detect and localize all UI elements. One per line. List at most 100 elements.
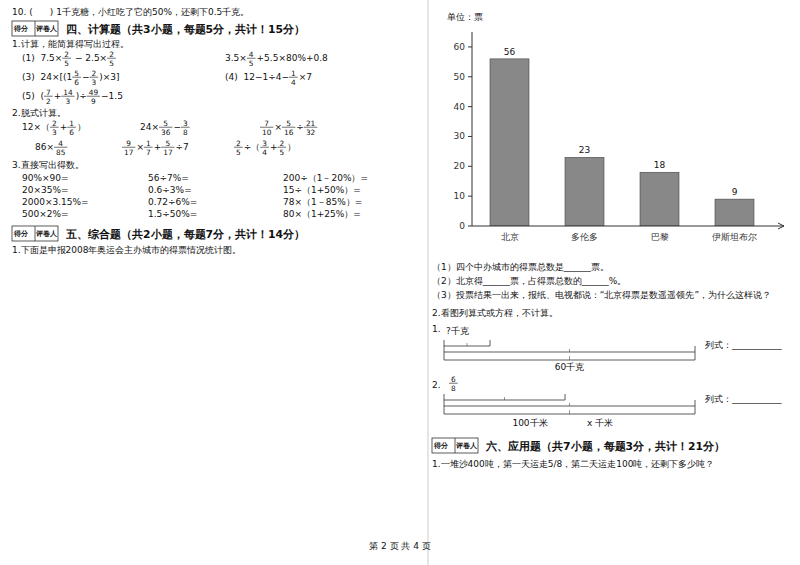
small-bracket [467,343,468,346]
text: 2000×3.15%= [22,197,89,207]
fraction-bar [54,147,67,148]
text-line: 68 [449,375,458,393]
y-tick [468,136,472,137]
x-axis [472,226,784,227]
text: 200÷（1－20%）= [283,173,368,183]
y-tick [468,166,472,167]
fraction-denominator: 3 [66,97,71,106]
total-brace [569,410,570,414]
text: 五、综合题（共2小题，每题7分，共计！14分） [65,228,305,241]
fraction-numerator: 5 [166,139,171,148]
text: × [136,142,144,152]
x-tick-label: 多伦多 [571,232,598,242]
y-tick-label: 0 [459,221,465,231]
fraction-bar [247,58,256,59]
text: (5) ( [22,91,44,101]
text-line: 得分评卷人五、综合题（共2小题，每题7分，共计！14分） [12,226,305,241]
fraction-bar [44,96,53,97]
text-line: (3) 24×[(156−23)×3](4) 12−1÷4−14×7 [22,69,312,87]
text-line: （3）投票结果一出来，报纸、电视都说：“北京得票是数遥遥领先”，为什么这样说？ [432,290,771,300]
data-label: 56 [504,47,516,57]
fraction-denominator: 7 [146,148,151,157]
score-label: 评卷人 [35,230,58,238]
text: 2.脱式计算。 [12,108,66,118]
fraction-denominator: 5 [280,148,285,157]
text: 10. ( ) 1千克糖，小红吃了它的50%，还剩下0.5千克。 [12,7,249,17]
fraction-numerator: 2 [52,119,57,128]
fraction-denominator: 8 [183,128,188,137]
fraction-denominator: 2 [46,97,51,106]
score-label: 评卷人 [455,442,478,450]
text: 1.计算，能简算得写出过程。 [12,39,129,49]
bars [490,59,754,226]
y-tick-label: 30 [454,131,466,141]
y-axis [472,32,473,226]
fraction-numerator: 2 [109,50,114,59]
bracket-diagrams [444,340,695,414]
fraction-bar [260,147,269,148]
data-label: 18 [654,160,666,170]
fraction-denominator: 8 [451,384,456,393]
text: 20×35%= [22,185,69,195]
fraction-numerator: 5 [286,119,291,128]
score-label: 得分 [13,25,29,33]
text: ÷7 [176,142,189,152]
y-tick-label: 40 [454,102,466,112]
fraction-denominator: 17 [163,148,173,157]
page: 10. ( ) 1千克糖，小红吃了它的50%，还剩下0.5千克。得分评卷人四、计… [0,0,800,565]
text: x 千米 [587,418,613,428]
segment-line [444,400,445,406]
fraction-numerator: 1 [69,119,74,128]
text-line: 2.脱式计算。 [12,108,66,118]
text-line: 100千米 [512,418,547,428]
background [0,0,800,565]
text: )÷ [76,91,87,101]
fraction-numerator: 2 [91,69,96,78]
fraction-numerator: 4 [58,139,63,148]
y-tick-label: 20 [454,161,466,171]
fraction-numerator: 5 [163,119,168,128]
bar [565,157,604,226]
score-box [432,438,478,453]
text-line: 3.直接写出得数。 [12,160,84,170]
text: (1) 7.5× [22,53,62,63]
text: ÷（ [244,142,261,152]
small-bracket [504,397,505,400]
text: 3.5× [225,53,247,63]
fraction-numerator: 7 [264,119,269,128]
total-brace [695,406,696,414]
text: + [154,142,162,152]
text: 90%×90= [22,173,69,183]
y-tick [468,106,472,107]
text: 78×（1－85%）= [283,197,362,207]
text: × [274,122,282,132]
y-tick-label: 10 [454,191,466,201]
text-line: 列式：___________ [705,340,782,350]
text-line: 2000×3.15%= 0.72÷6%= 78×（1－85%）= [22,197,362,207]
text: 列式：___________ [705,340,782,350]
text: 0.72÷6%= [148,197,197,207]
text: 第 2 页 共 4 页 [369,541,431,551]
score-box [12,21,58,36]
small-bracket [490,340,491,346]
fraction-numerator: 1 [291,69,296,78]
text: ÷ [296,122,304,132]
small-bracket [444,340,445,346]
text: （3）投票结果一出来，报纸、电视都说：“北京得票是数遥遥领先”，为什么这样说？ [432,290,771,300]
segment-line [695,346,696,352]
text-line: 1. [432,324,441,334]
axis-label: 单位：票 [447,12,483,22]
y-tick [468,46,472,47]
fraction-numerator: 14 [63,88,73,97]
segment-line [569,349,570,352]
text: 15÷（1+50%）= [283,185,361,195]
fraction-numerator: 3 [262,139,267,148]
fraction-bar [181,127,190,128]
fraction-denominator: 9 [91,97,96,106]
text: 56÷7%= [148,173,189,183]
text: 六、应用题（共7小题，每题3分，共计！21分） [485,440,725,453]
fraction-denominator: 4 [262,148,267,157]
section-header: 四、计算题（共3小题，每题5分，共计！15分） [66,23,305,36]
fraction-bar [50,127,59,128]
score-label: 得分 [13,230,29,238]
